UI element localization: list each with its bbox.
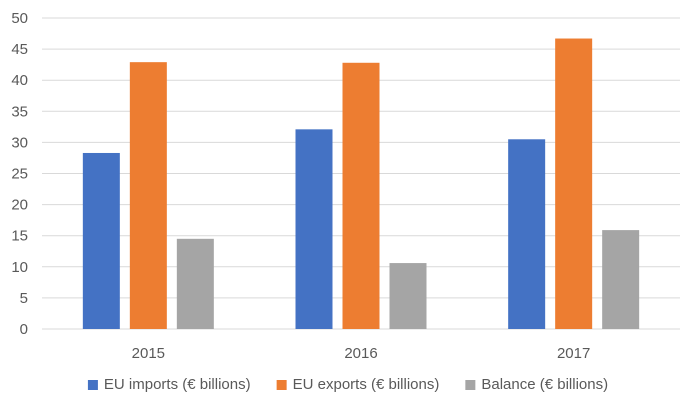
x-tick-label: 2016 (344, 345, 377, 362)
legend-swatch (87, 380, 98, 390)
y-tick-label: 10 (11, 259, 28, 276)
legend-swatch (465, 380, 476, 390)
y-tick-label: 35 (11, 103, 28, 120)
y-tick-label: 25 (11, 166, 28, 183)
y-tick-label: 0 (20, 321, 28, 338)
y-axis-ticks: 0 5 10 15 20 25 30 35 40 45 50 (11, 10, 28, 338)
y-tick-label: 30 (11, 134, 28, 151)
bar (602, 230, 640, 329)
legend-label: Balance (€ billions) (481, 376, 608, 393)
bar (176, 238, 214, 329)
y-tick-label: 45 (11, 41, 28, 58)
y-tick-label: 20 (11, 197, 28, 214)
y-tick-label: 40 (11, 72, 28, 89)
bar (508, 139, 546, 329)
bar (555, 38, 593, 329)
x-tick-label: 2017 (557, 345, 590, 362)
bar (295, 129, 333, 329)
legend-item: EU imports (€ billions) (87, 376, 251, 393)
x-tick-label: 2015 (132, 345, 165, 362)
legend-label: EU exports (€ billions) (293, 376, 440, 393)
bar (389, 263, 427, 329)
y-tick-label: 15 (11, 228, 28, 245)
y-tick-label: 5 (20, 290, 28, 307)
bar (129, 62, 167, 330)
legend-item: Balance (€ billions) (465, 376, 608, 393)
legend-item: EU exports (€ billions) (276, 376, 440, 393)
legend-label: EU imports (€ billions) (104, 376, 251, 393)
legend: EU imports (€ billions) EU exports (€ bil… (87, 376, 608, 393)
bars (82, 38, 640, 330)
legend-swatch (276, 380, 287, 390)
y-tick-label: 50 (11, 10, 28, 27)
bar (82, 152, 120, 329)
bar (342, 62, 380, 330)
x-axis-ticks: 2015 2016 2017 (132, 345, 591, 362)
